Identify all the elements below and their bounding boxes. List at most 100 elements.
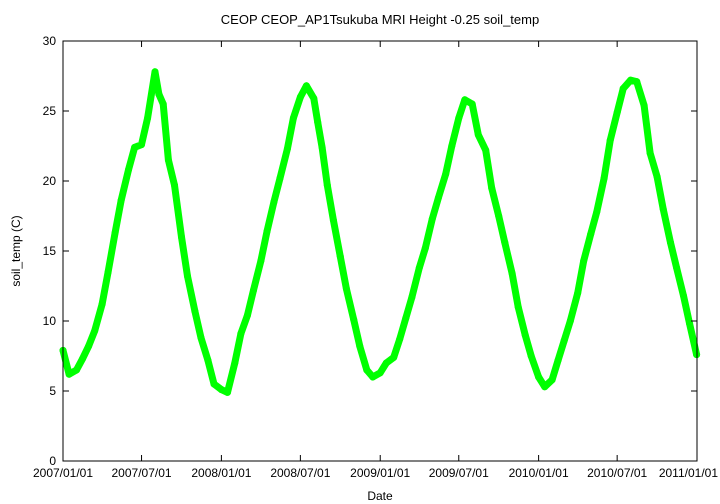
data-point (633, 78, 641, 86)
data-point (548, 376, 556, 384)
plot-area (59, 68, 701, 396)
data-point (442, 170, 450, 178)
data-point (527, 352, 535, 360)
data-point (680, 292, 687, 300)
data-point (521, 331, 529, 339)
x-tick-label: 2011/01/01 (659, 466, 718, 480)
data-point (535, 373, 543, 381)
data-point (164, 156, 172, 164)
data-point (283, 145, 291, 153)
data-point (65, 370, 73, 378)
x-tick-label: 2009/01/01 (350, 466, 410, 480)
data-point (237, 330, 245, 338)
x-tick-label: 2010/07/01 (587, 466, 647, 480)
data-point (580, 257, 588, 265)
y-tick-label: 15 (43, 244, 57, 258)
data-point (408, 293, 416, 301)
data-point (606, 136, 614, 144)
x-tick-label: 2008/07/01 (270, 466, 330, 480)
data-point (184, 272, 191, 280)
data-point (587, 230, 595, 238)
y-tick-label: 30 (43, 34, 57, 48)
data-point (428, 215, 436, 223)
data-point (448, 142, 456, 150)
data-point (243, 311, 251, 319)
y-tick-label: 0 (49, 454, 56, 468)
data-point (390, 353, 398, 361)
data-point (79, 355, 86, 363)
y-tick-label: 20 (43, 174, 57, 188)
y-tick-label: 10 (43, 314, 57, 328)
data-point (224, 388, 231, 396)
data-point (421, 244, 429, 252)
data-point (131, 143, 139, 151)
data-point (474, 131, 482, 139)
data-point (323, 181, 331, 189)
data-point (434, 194, 442, 202)
data-point (455, 114, 463, 122)
data-point (501, 239, 509, 247)
data-point (376, 369, 384, 377)
data-point (276, 174, 284, 182)
data-point (85, 342, 93, 350)
data-point (91, 327, 99, 335)
data-point (514, 303, 522, 311)
data-point (468, 100, 476, 108)
data-point (318, 143, 326, 151)
data-point (117, 197, 125, 205)
data-point (396, 335, 404, 343)
data-point (257, 257, 265, 265)
data-point (627, 76, 635, 84)
y-axis-title: soil_temp (C) (9, 215, 23, 286)
data-point (560, 337, 568, 345)
x-tick-label: 2009/07/01 (429, 466, 489, 480)
data-point (402, 314, 410, 322)
data-point (356, 342, 364, 350)
data-point (302, 82, 310, 90)
data-point (263, 227, 271, 235)
data-point (619, 85, 627, 93)
data-point (653, 173, 661, 181)
data-point (554, 356, 562, 364)
data-point (289, 114, 297, 122)
data-point (104, 268, 112, 276)
data-point (310, 94, 318, 102)
y-tick-label: 25 (43, 104, 57, 118)
data-point (125, 166, 132, 174)
data-point (488, 184, 496, 192)
x-tick-label: 2007/07/01 (112, 466, 172, 480)
data-point (73, 366, 80, 374)
x-tick-label: 2008/01/01 (191, 466, 251, 480)
data-point (197, 334, 205, 342)
data-point (566, 317, 574, 325)
data-point (210, 380, 218, 388)
data-point (155, 90, 163, 98)
data-point (482, 146, 490, 154)
data-point (541, 383, 549, 391)
x-tick-label: 2010/01/01 (509, 466, 569, 480)
data-point (495, 212, 503, 220)
data-point (363, 366, 371, 374)
data-point (600, 174, 608, 182)
data-point (593, 208, 601, 216)
data-point (217, 386, 225, 394)
data-point (415, 264, 423, 272)
data-point (171, 181, 178, 189)
y-tick-label: 5 (49, 384, 56, 398)
data-point (382, 359, 390, 367)
data-point (574, 289, 582, 297)
data-point (646, 149, 654, 157)
data-point (204, 356, 212, 364)
x-tick-label: 2007/01/01 (33, 466, 93, 480)
data-point (508, 269, 516, 277)
data-point (144, 114, 152, 122)
data-point (178, 233, 185, 241)
x-axis-title: Date (367, 489, 393, 503)
data-point (98, 300, 106, 308)
data-point (461, 96, 469, 104)
data-point (640, 101, 648, 109)
chart-title: CEOP CEOP_AP1Tsukuba MRI Height -0.25 so… (221, 12, 539, 27)
data-point (369, 373, 377, 381)
